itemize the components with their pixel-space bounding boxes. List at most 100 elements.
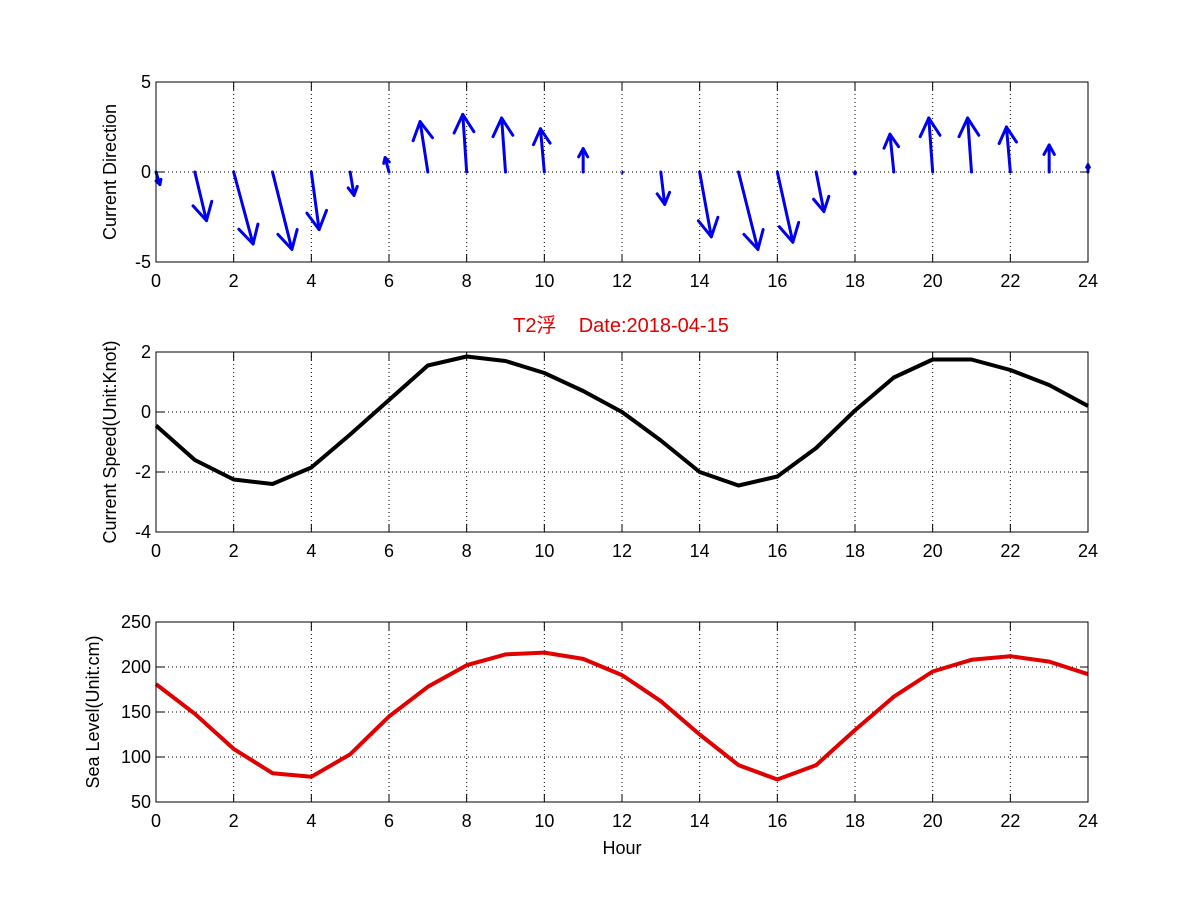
direction-arrow [191,170,214,223]
arrow-shaft [659,170,667,206]
x-tick-label: 2 [229,541,239,561]
current-speed-ylabel: Current Speed(Unit:Knot) [100,340,120,543]
x-tick-label: 12 [612,811,632,831]
x-tick-label: 14 [690,811,710,831]
arrow-shaft [966,116,973,174]
arrow-shaft [271,170,294,251]
arrow-shaft [461,112,469,174]
arrow-head [957,116,981,139]
direction-arrow [696,170,720,239]
direction-arrow [620,170,625,175]
direction-arrow [775,170,801,244]
arrow-head [882,132,901,150]
arrow-head [491,116,515,139]
y-tick-label: 50 [131,792,151,812]
y-tick-label: 5 [141,72,151,92]
arrow-head [382,156,391,165]
x-tick-label: 20 [923,271,943,291]
y-tick-label: 250 [121,612,151,632]
direction-arrow [305,170,329,232]
x-tick-label: 22 [1000,541,1020,561]
arrow-head [276,228,299,251]
x-tick-label: 16 [767,271,787,291]
direction-arrow [1042,143,1056,174]
arrow-shaft [348,170,356,197]
x-tick-label: 14 [690,271,710,291]
x-tick-label: 18 [845,811,865,831]
x-tick-label: 4 [306,271,316,291]
x-tick-label: 0 [151,541,161,561]
current-direction-ylabel: Current Direction [100,104,120,240]
direction-arrow [918,116,942,174]
arrow-head [346,184,359,197]
x-tick-label: 16 [767,541,787,561]
arrow-head [191,199,214,223]
x-tick-label: 2 [229,811,239,831]
direction-arrow [232,170,260,246]
y-tick-label: 200 [121,657,151,677]
direction-arrow [491,116,515,174]
arrow-shaft [309,170,321,232]
direction-arrow [957,116,981,174]
arrow-head [812,194,831,214]
x-tick-label: 6 [384,811,394,831]
y-tick-label: -5 [135,252,151,272]
x-tick-label: 4 [306,811,316,831]
x-tick-label: 10 [534,541,554,561]
y-tick-label: 0 [141,162,151,182]
direction-arrow [411,120,434,174]
arrow-head [305,208,329,232]
arrow-head [742,228,765,251]
x-tick-label: 20 [923,811,943,831]
y-tick-label: 100 [121,747,151,767]
arrow-shaft [737,170,760,251]
direction-arrow [655,170,672,206]
y-tick-label: 2 [141,342,151,362]
x-tick-label: 2 [229,271,239,291]
arrow-shaft [538,127,546,174]
arrow-head [531,127,552,147]
arrow-shaft [193,170,208,223]
arrow-head [154,177,163,187]
x-tick-label: 24 [1078,271,1098,291]
arrow-head [1042,143,1056,156]
y-tick-label: 150 [121,702,151,722]
x-tick-label: 10 [534,271,554,291]
arrow-shaft [620,170,625,175]
sea-level-series-line [154,650,1089,782]
direction-arrow [531,127,552,174]
direction-arrow [737,170,765,251]
y-tick-label: 0 [141,402,151,422]
arrow-head [237,222,260,246]
x-tick-label: 22 [1000,811,1020,831]
arrow-shaft [1004,125,1012,174]
x-tick-label: 0 [151,271,161,291]
arrow-head [452,112,476,135]
y-tick-label: -2 [135,462,151,482]
x-tick-label: 12 [612,271,632,291]
arrow-head [918,116,942,139]
arrow-shaft [232,170,255,246]
direction-arrow [812,170,831,214]
arrow-head [997,125,1018,145]
x-tick-label: 0 [151,811,161,831]
x-tick-label: 18 [845,271,865,291]
x-tick-label: 12 [612,541,632,561]
x-tick-label: 20 [923,541,943,561]
arrow-shaft [698,170,713,239]
arrow-head [655,190,672,206]
arrow-head [696,215,720,239]
x-tick-label: 8 [462,541,472,561]
x-tick-label: 16 [767,811,787,831]
arrow-shaft [927,116,935,174]
direction-arrow [853,170,857,176]
x-tick-label: 6 [384,541,394,561]
x-tick-label: 8 [462,811,472,831]
direction-arrow [271,170,299,251]
sea-level-xlabel: Hour [602,838,641,858]
direction-arrow [997,125,1018,174]
x-tick-label: 22 [1000,271,1020,291]
